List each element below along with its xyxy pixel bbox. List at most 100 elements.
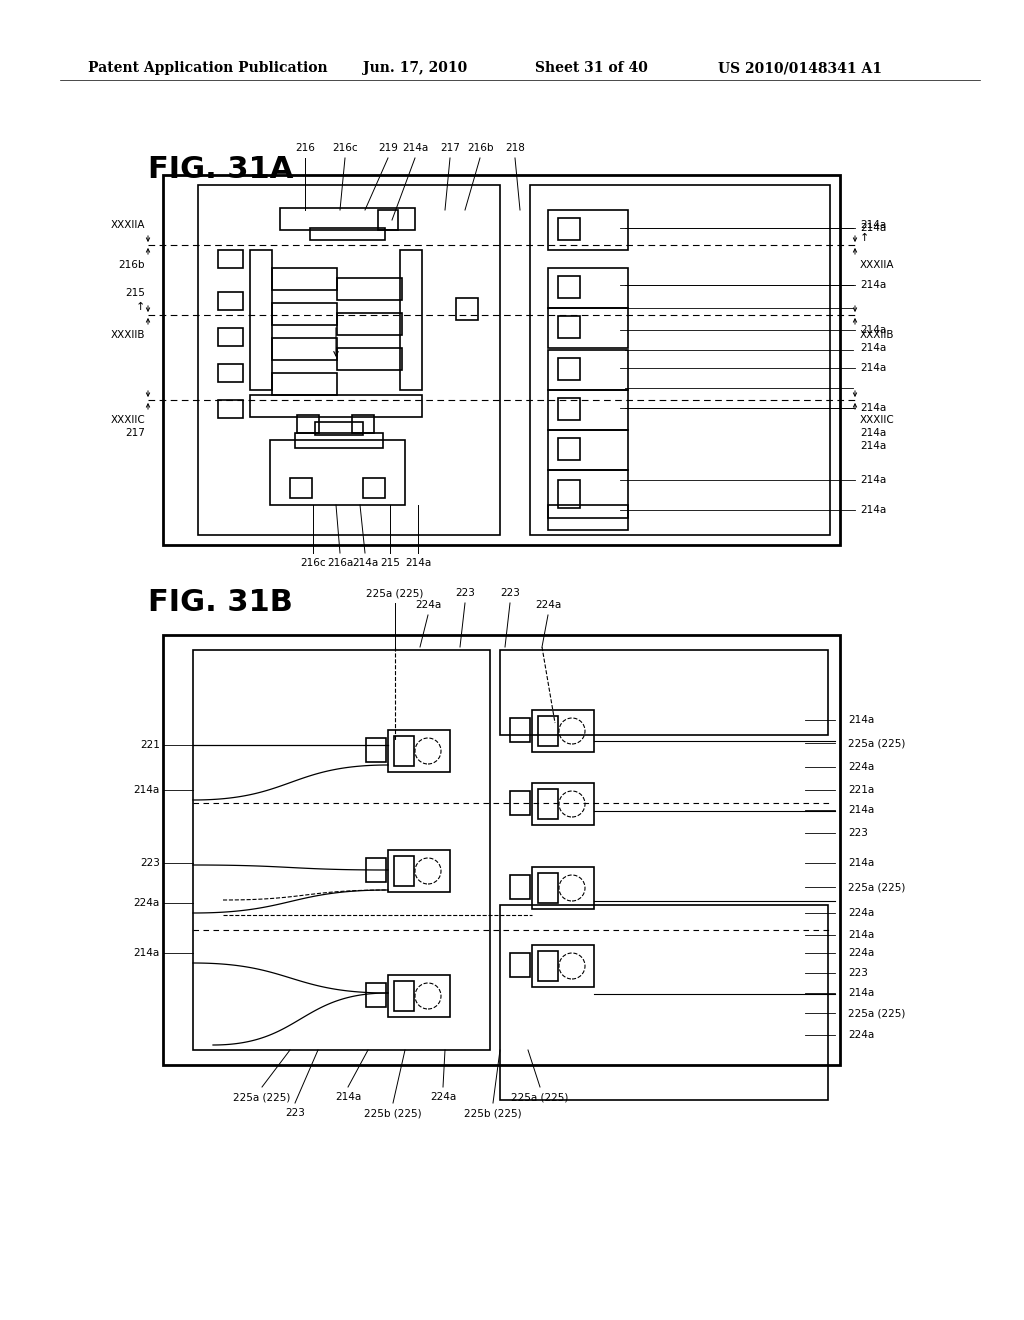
- Text: 223: 223: [285, 1107, 305, 1118]
- Text: 214a: 214a: [860, 223, 886, 234]
- Text: 223: 223: [455, 587, 475, 598]
- Text: XXXIIB: XXXIIB: [860, 330, 895, 341]
- Bar: [352, 414, 374, 433]
- Bar: [538, 789, 558, 818]
- Text: 224a: 224a: [848, 948, 874, 958]
- Text: XXXIIA: XXXIIA: [111, 220, 145, 230]
- Bar: [272, 374, 337, 395]
- Bar: [548, 268, 628, 308]
- Bar: [394, 737, 414, 766]
- Text: 225a (225): 225a (225): [511, 1092, 568, 1102]
- Text: 221: 221: [140, 741, 160, 750]
- Bar: [218, 364, 243, 381]
- Bar: [558, 480, 580, 508]
- Bar: [500, 906, 828, 1100]
- Text: 225b (225): 225b (225): [365, 1107, 422, 1118]
- Bar: [510, 875, 530, 899]
- Text: 224a: 224a: [415, 601, 441, 610]
- Text: 225b (225): 225b (225): [464, 1107, 522, 1118]
- Text: 214a: 214a: [848, 805, 874, 814]
- Bar: [456, 298, 478, 319]
- Text: Jun. 17, 2010: Jun. 17, 2010: [362, 61, 467, 75]
- Bar: [538, 950, 558, 981]
- Text: 216c: 216c: [300, 558, 326, 568]
- Bar: [548, 308, 628, 348]
- Text: Patent Application Publication: Patent Application Publication: [88, 61, 328, 75]
- Text: 224a: 224a: [848, 908, 874, 917]
- Bar: [295, 433, 383, 447]
- Text: Sheet 31 of 40: Sheet 31 of 40: [535, 61, 648, 75]
- Bar: [163, 176, 840, 545]
- Bar: [532, 783, 594, 825]
- Bar: [558, 399, 580, 420]
- Bar: [548, 210, 628, 249]
- Text: 223: 223: [140, 858, 160, 869]
- Text: 214a: 214a: [401, 143, 428, 153]
- Bar: [362, 478, 385, 498]
- Bar: [198, 185, 500, 535]
- Bar: [548, 470, 628, 517]
- Text: 214a: 214a: [335, 1092, 361, 1102]
- Bar: [558, 438, 580, 459]
- Bar: [558, 276, 580, 298]
- Text: 214a: 214a: [848, 987, 874, 998]
- Text: 214a: 214a: [860, 363, 886, 374]
- Bar: [272, 338, 337, 360]
- Text: 216a: 216a: [327, 558, 353, 568]
- Text: 224a: 224a: [430, 1092, 456, 1102]
- Text: 214a: 214a: [860, 280, 886, 290]
- Text: 215: 215: [380, 558, 400, 568]
- Bar: [290, 478, 312, 498]
- Text: 225a (225): 225a (225): [233, 1092, 291, 1102]
- Text: 214a: 214a: [860, 343, 886, 352]
- Text: US 2010/0148341 A1: US 2010/0148341 A1: [718, 61, 882, 75]
- Bar: [394, 855, 414, 886]
- Text: 223: 223: [500, 587, 520, 598]
- Text: 217: 217: [125, 428, 145, 438]
- Bar: [297, 414, 319, 433]
- Text: 214a: 214a: [860, 220, 886, 230]
- Bar: [218, 292, 243, 310]
- Text: 216b: 216b: [119, 260, 145, 271]
- Bar: [337, 313, 402, 335]
- Bar: [388, 850, 450, 892]
- Bar: [388, 730, 450, 772]
- Bar: [193, 649, 490, 1049]
- Bar: [272, 304, 337, 325]
- Bar: [400, 249, 422, 389]
- Bar: [163, 635, 840, 1065]
- Text: FIG. 31B: FIG. 31B: [148, 587, 293, 616]
- Bar: [558, 218, 580, 240]
- Bar: [394, 981, 414, 1011]
- Bar: [315, 422, 362, 436]
- Text: 218: 218: [505, 143, 525, 153]
- Bar: [272, 268, 337, 290]
- Bar: [532, 710, 594, 752]
- Text: 214a: 214a: [860, 506, 886, 515]
- Bar: [378, 210, 398, 230]
- Bar: [548, 506, 628, 531]
- Text: 214a: 214a: [848, 858, 874, 869]
- Bar: [532, 867, 594, 909]
- Text: 216: 216: [295, 143, 315, 153]
- Text: XXXIIC: XXXIIC: [860, 414, 895, 425]
- Text: 214a: 214a: [134, 948, 160, 958]
- Bar: [270, 440, 406, 506]
- Text: 224a: 224a: [848, 1030, 874, 1040]
- Bar: [366, 983, 386, 1007]
- Text: 214a: 214a: [848, 715, 874, 725]
- Text: XXXIIB: XXXIIB: [111, 330, 145, 341]
- Text: 214a: 214a: [404, 558, 431, 568]
- Bar: [558, 315, 580, 338]
- Bar: [366, 858, 386, 882]
- Bar: [337, 279, 402, 300]
- Text: 214a: 214a: [860, 475, 886, 484]
- Text: 224a: 224a: [134, 898, 160, 908]
- Text: 215: 215: [125, 288, 145, 298]
- Text: 224a: 224a: [535, 601, 561, 610]
- Text: 223: 223: [848, 828, 868, 838]
- Bar: [532, 945, 594, 987]
- Text: 214a: 214a: [860, 441, 886, 451]
- Bar: [250, 395, 422, 417]
- Bar: [538, 715, 558, 746]
